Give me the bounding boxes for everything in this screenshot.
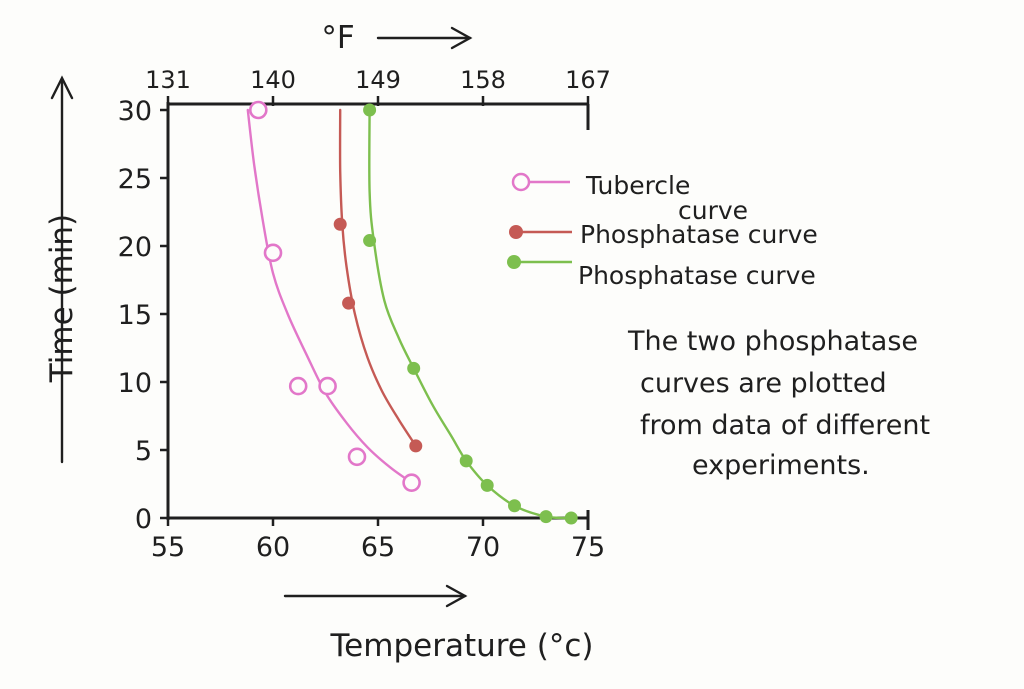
y-tick-label: 5 [135,436,152,467]
legend-label-phosphatase-green: Phosphatase curve [578,261,816,290]
series-layer [246,100,578,525]
series-2 [363,103,578,525]
legend-item-phosphatase-green: Phosphatase curve [507,255,816,290]
data-point [363,103,377,117]
annotation-line-2: curves are plotted [640,368,887,399]
data-point [333,217,347,231]
legend-item-tubercle: Tubercle curve [511,171,748,225]
data-point [347,447,367,467]
data-point [402,473,421,492]
data-point [564,511,578,525]
y-tick-label: 10 [118,368,152,399]
y-axis-title: Time (min) [44,214,80,383]
data-point [363,234,377,248]
data-point [248,100,268,120]
x-tick-label: 70 [466,532,500,563]
data-point [459,454,473,468]
annotation-line-1: The two phosphatase [627,326,918,357]
x-tick-label: 75 [571,532,605,563]
y-tick-label: 25 [118,164,152,195]
y-tick-label: 20 [118,232,152,263]
legend-marker-phosphatase-red [509,225,523,239]
data-point [508,499,521,513]
legend-label-tubercle-line2: curve [678,196,748,225]
series-curve [338,108,417,448]
fahrenheit-tick-label: 149 [355,66,401,94]
fahrenheit-tick-label: 158 [460,66,506,94]
series-1 [333,108,423,453]
legend-marker-phosphatase-green [507,255,521,269]
series-0 [246,100,421,492]
legend-label-tubercle: Tubercle [585,171,690,200]
series-curve [246,108,413,484]
data-point [318,376,337,396]
fahrenheit-tick-label: 167 [565,66,611,94]
y-tick-label: 30 [118,96,152,127]
data-point [407,361,421,375]
legend-label-phosphatase-red: Phosphatase curve [580,220,818,249]
legend-item-phosphatase-red: Phosphatase curve [509,220,818,249]
annotation-line-3: from data of different [640,410,930,441]
annotation: The two phosphatase curves are plotted f… [627,326,930,481]
data-point [480,478,494,492]
fahrenheit-arrow [376,26,473,50]
fahrenheit-tick-label: 140 [250,66,296,94]
y-axis-ticks: 0 5 10 15 20 25 30 [118,96,169,535]
y-tick-label: 0 [135,504,152,535]
axes-frame [166,102,590,530]
x-axis-title: Temperature (°c) [330,628,594,664]
y-axis-arrow [50,75,74,464]
x-axis-ticks: 55 60 65 70 75 [151,517,605,563]
x-tick-label: 65 [361,532,395,563]
data-point [342,296,356,310]
fahrenheit-axis-ticks: 131 140 149 158 167 [145,66,611,106]
data-point [539,510,553,524]
data-point [288,376,308,396]
legend-marker-tubercle [511,172,531,192]
annotation-line-4: experiments. [692,450,870,481]
data-point [409,439,423,453]
x-tick-label: 55 [151,532,185,563]
fahrenheit-tick-label: 131 [145,66,191,94]
legend: Tubercle curve Phosphatase curve Phospha… [507,171,818,290]
y-tick-label: 15 [118,300,152,331]
fahrenheit-axis-title: °F [321,20,354,56]
data-point [263,243,283,263]
x-tick-label: 60 [256,532,290,563]
x-axis-arrow [283,584,468,608]
